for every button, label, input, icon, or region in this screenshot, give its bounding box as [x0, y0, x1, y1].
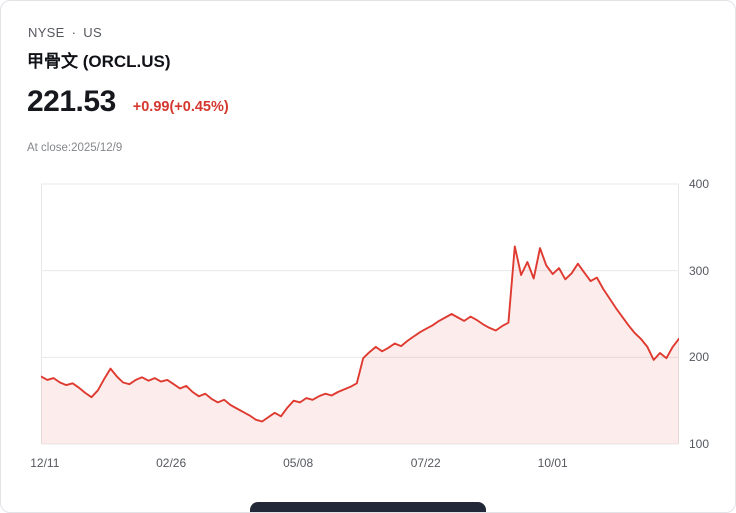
x-axis-tick-label: 10/01 — [537, 456, 568, 470]
y-axis-tick-label: 300 — [689, 263, 710, 278]
price-row: 221.53 +0.99(+0.45%) — [27, 85, 229, 119]
x-axis: 12/11 02/26 05/08 07/22 10/01 — [30, 456, 679, 472]
bottom-action-button[interactable] — [250, 502, 486, 512]
region-label: US — [83, 25, 102, 40]
x-axis-tick-label: 07/22 — [410, 456, 441, 470]
stock-title: 甲骨文 (ORCL.US) — [27, 52, 171, 71]
separator-dot: · — [71, 25, 77, 40]
price-change: +0.99(+0.45%) — [132, 99, 229, 115]
y-axis-tick-label: 200 — [689, 350, 710, 365]
y-axis-tick-label: 400 — [689, 177, 710, 191]
exchange-label: NYSE — [28, 25, 65, 40]
price-chart-svg[interactable] — [41, 177, 679, 449]
as-of-label: At close:2025/12/9 — [27, 142, 123, 154]
y-axis: 400 300 200 100 — [689, 177, 733, 451]
exchange-region-line: NYSE · US — [28, 25, 102, 40]
price-value: 221.53 — [27, 85, 116, 118]
x-axis-tick-label: 05/08 — [283, 456, 314, 470]
x-axis-tick-label: 02/26 — [156, 456, 187, 470]
y-axis-tick-label: 100 — [689, 437, 710, 451]
price-chart[interactable] — [41, 177, 679, 449]
x-axis-tick-label: 12/11 — [30, 456, 60, 470]
